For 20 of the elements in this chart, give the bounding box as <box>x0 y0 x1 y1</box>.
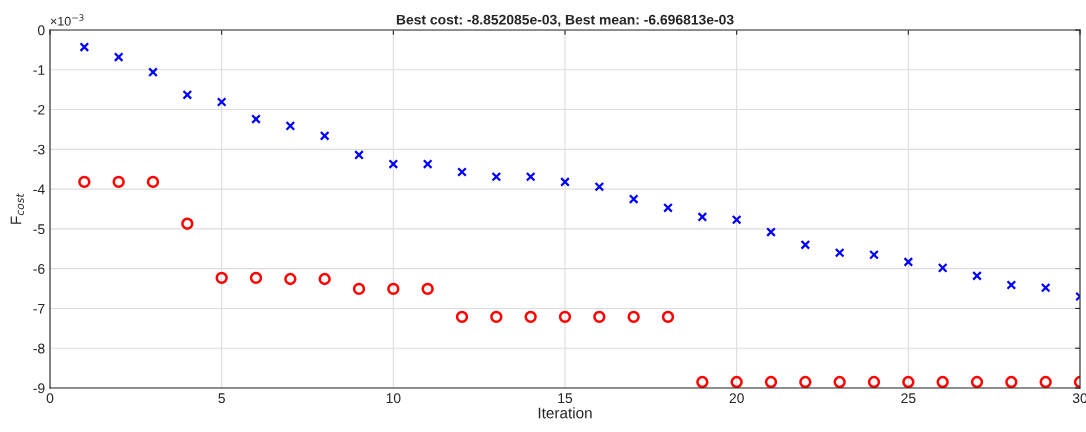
y-tick-label: -8 <box>33 343 45 354</box>
x-tick-label: 25 <box>901 393 916 404</box>
y-tick-label: -5 <box>33 224 45 235</box>
y-axis-title: F$_{cost}$ <box>10 193 24 224</box>
y-tick-label: -2 <box>33 104 45 115</box>
x-tick-label: 20 <box>729 393 744 404</box>
x-tick-label: 15 <box>558 393 573 404</box>
y-tick-label: -4 <box>33 184 45 195</box>
x-axis-title: Iteration <box>538 407 592 419</box>
y-tick-label: -6 <box>33 264 45 274</box>
x-tick-label: 10 <box>386 393 401 404</box>
text: ×10$^{−3}$ <box>50 14 84 26</box>
y-tick-label: -9 <box>33 383 45 394</box>
y-tick-label: -7 <box>33 303 45 314</box>
x-tick-label: 5 <box>218 393 225 404</box>
x-tick-label: 0 <box>46 393 54 404</box>
chart-title: Best cost: -8.852085e-03, Best mean: -6.696813e-03 <box>396 14 734 27</box>
y-tick-label: -3 <box>33 144 45 155</box>
y-tick-label: -1 <box>33 65 45 75</box>
y-tick-label: 0 <box>37 25 45 36</box>
